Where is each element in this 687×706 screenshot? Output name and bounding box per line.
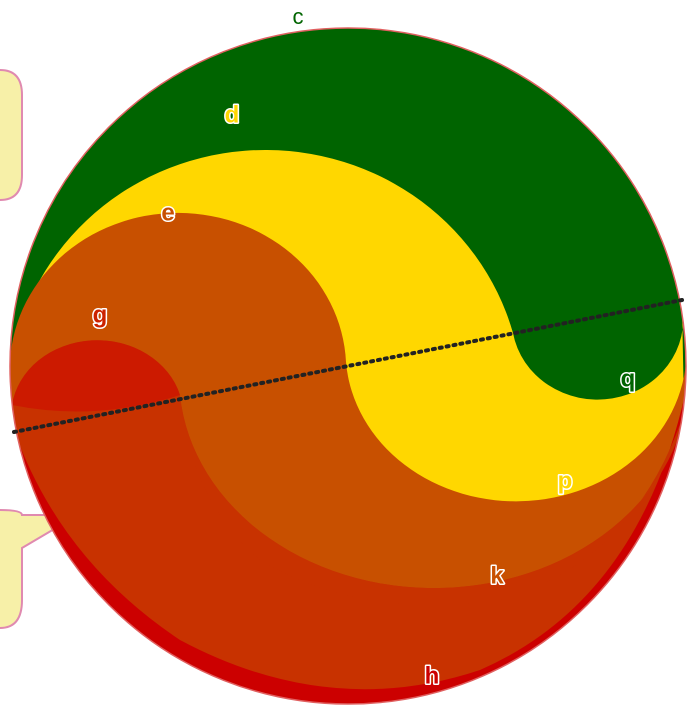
outer-circle [9, 27, 687, 705]
label-d: d [225, 101, 240, 128]
label-k: k [490, 562, 504, 589]
label-g: g [93, 301, 108, 328]
label-c: c [293, 4, 304, 29]
band-g [10, 340, 686, 704]
label-p: p [558, 467, 573, 494]
band-h [12, 340, 180, 412]
label-h: h [425, 662, 440, 689]
label-e: e [161, 199, 174, 226]
callout-top [0, 69, 23, 201]
label-q: q [621, 365, 636, 392]
callout-bottom [0, 509, 82, 629]
dotted-diameter [12, 298, 684, 434]
band-h-outer [10, 390, 686, 704]
